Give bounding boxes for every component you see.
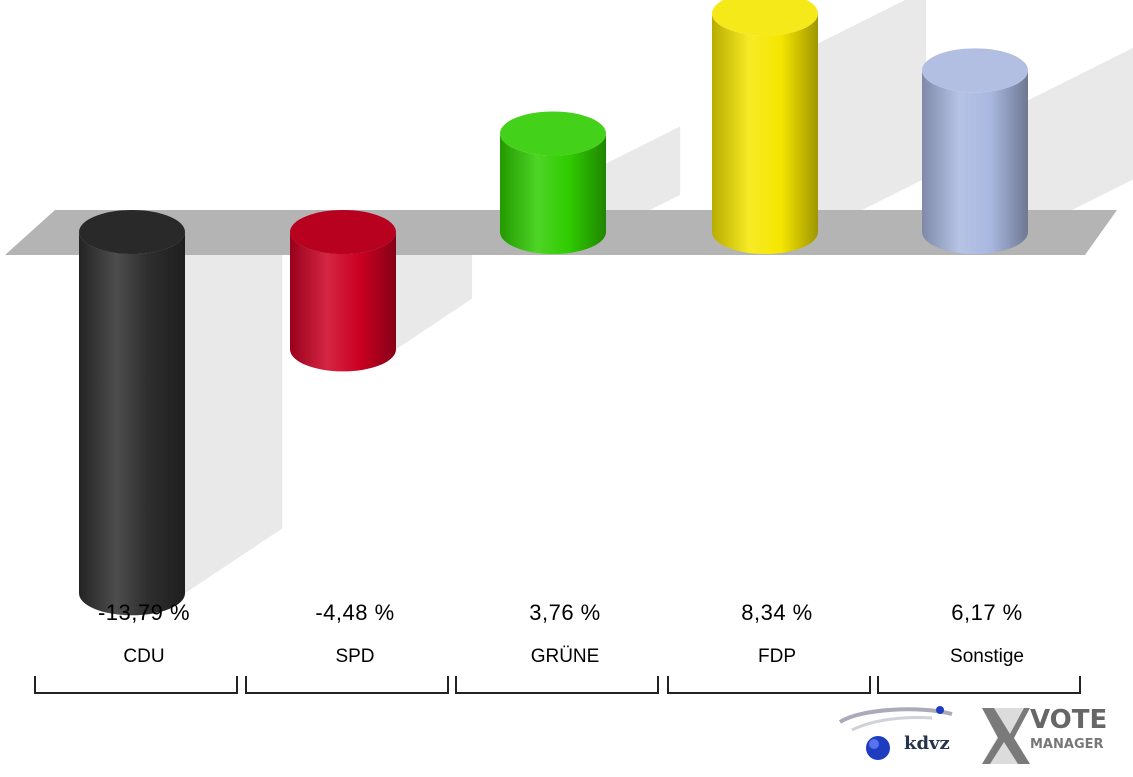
bar-shadows — [185, 0, 1133, 594]
category-label: GRÜNE — [530, 646, 600, 667]
bar-grüne — [500, 111, 606, 254]
x-cross-icon — [982, 708, 1030, 764]
bar-fdp — [712, 0, 818, 254]
bar-shadow-cdu — [185, 232, 283, 594]
category-bracket — [455, 676, 659, 694]
category-label: FDP — [758, 646, 796, 667]
kdvz-logo-text: kdvz — [904, 733, 950, 754]
bar-shadow-fdp — [818, 0, 926, 232]
value-label: -13,79 % — [97, 600, 191, 625]
bar-cdu — [79, 210, 185, 616]
value-label: 6,17 % — [951, 600, 1023, 625]
category-bracket — [245, 676, 449, 694]
value-label: 8,34 % — [741, 600, 813, 625]
value-label: -4,48 % — [315, 600, 395, 625]
category-bracket — [877, 676, 1081, 694]
logo-area — [832, 700, 1132, 770]
kdvz-globe-icon — [838, 706, 953, 760]
manager-logo-text: MANAGER — [1030, 737, 1104, 752]
category-label: CDU — [123, 646, 165, 667]
bar-spd — [290, 210, 396, 372]
category-bracket — [667, 676, 871, 694]
bar-shadow-sonstige — [1028, 47, 1133, 232]
bar-sonstige — [922, 48, 1028, 254]
value-label: 3,76 % — [529, 600, 601, 625]
bars-group — [79, 0, 1028, 616]
category-label: SPD — [335, 646, 375, 667]
category-label: Sonstige — [950, 646, 1024, 667]
bar-shadow-spd — [396, 232, 473, 350]
vote-logo-text: VOTE — [1030, 705, 1108, 735]
bar-shadow-grüne — [606, 126, 681, 232]
category-bracket — [34, 676, 238, 694]
